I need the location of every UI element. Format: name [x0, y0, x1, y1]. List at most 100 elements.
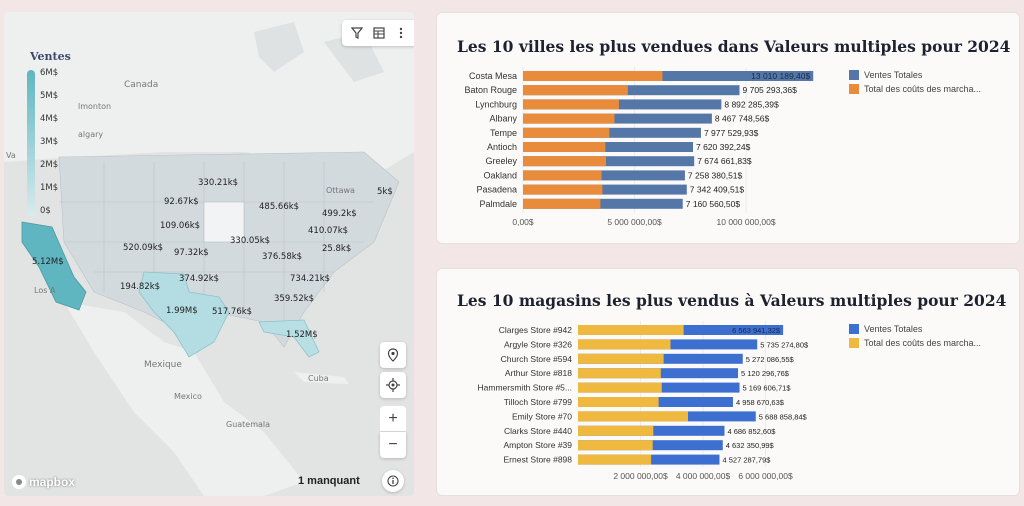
zoom-out-icon[interactable]: −: [380, 432, 406, 458]
bar-sales[interactable]: [523, 156, 695, 167]
bar-sales[interactable]: [523, 198, 683, 209]
bar-sales[interactable]: [523, 127, 701, 138]
value-label: 4 527 287,79$: [722, 456, 771, 465]
legend-label: Total des coûts des marcha...: [864, 84, 982, 94]
zoom-in-icon[interactable]: +: [380, 406, 406, 432]
x-tick-label: 10 000 000,00$: [717, 217, 776, 227]
map-canvas[interactable]: [4, 12, 414, 496]
bar-sales[interactable]: [523, 142, 693, 152]
state-value-maine: 5k$: [377, 187, 393, 197]
bar-cost[interactable]: [523, 113, 615, 124]
bar-sales[interactable]: [523, 184, 687, 195]
bar-cost[interactable]: [523, 127, 610, 138]
bar-sales[interactable]: [523, 71, 814, 81]
bar-sales[interactable]: [523, 113, 712, 124]
location-pin-icon[interactable]: [380, 342, 406, 368]
category-label: Antioch: [487, 142, 517, 152]
bar-cost[interactable]: [523, 184, 603, 195]
bar-cost[interactable]: [578, 353, 664, 364]
legend-gradient: [27, 70, 35, 216]
value-label: 5 272 086,55$: [746, 355, 795, 364]
chart-title: Les 10 villes les plus vendues dans Vale…: [457, 37, 1011, 56]
value-label: 5 169 606,71$: [743, 384, 792, 393]
mapbox-logo[interactable]: mapbox: [12, 475, 75, 489]
bar-cost[interactable]: [578, 339, 671, 350]
legend-item-costs[interactable]: Total des coûts des marcha...: [849, 338, 981, 348]
category-label: Church Store #594: [501, 354, 573, 364]
category-label: Costa Mesa: [469, 71, 517, 81]
category-label: Clarks Store #440: [504, 426, 572, 436]
value-label: 7 620 392,24$: [696, 142, 751, 152]
legend-tick: 0$: [40, 206, 51, 216]
legend-swatch: [849, 84, 859, 94]
bar-cost[interactable]: [523, 99, 619, 110]
label-cuba: Cuba: [308, 374, 329, 383]
more-vertical-icon[interactable]: [392, 24, 410, 42]
label-vancouver: Va: [6, 151, 16, 160]
bar-cost[interactable]: [523, 71, 663, 81]
info-icon[interactable]: [382, 470, 404, 492]
bar-cost[interactable]: [523, 198, 601, 209]
table-icon[interactable]: [370, 24, 388, 42]
category-label: Ernest Store #898: [503, 455, 572, 465]
category-label: Lynchburg: [475, 99, 517, 109]
x-tick-label: 4 000 000,00$: [676, 471, 731, 481]
value-label: 4 686 852,60$: [727, 427, 776, 436]
bar-cost[interactable]: [523, 142, 606, 152]
label-calgary: algary: [78, 130, 104, 139]
map-toolbar: [342, 20, 414, 46]
bar-cost[interactable]: [578, 325, 684, 335]
value-label: 7 160 560,50$: [686, 199, 741, 209]
label-edmonton: lmonton: [78, 102, 112, 111]
bar-cost[interactable]: [578, 382, 662, 393]
state-value-virginia: 25.8k$: [322, 244, 352, 254]
legend-label: Ventes Totales: [864, 70, 923, 80]
map-panel[interactable]: Canada lmonton algary Va Ottawa Los A Me…: [4, 12, 414, 496]
map-legend: Ventes 6M$ 5M$ 4M$ 3M$ 2M$ 1M$ 0$: [24, 50, 84, 230]
state-value-montana: 92.67k$: [164, 197, 199, 207]
bar-cost[interactable]: [578, 454, 652, 465]
legend-item-sales[interactable]: Ventes Totales: [849, 70, 922, 80]
chart-title: Les 10 magasins les plus vendus à Valeur…: [457, 291, 1007, 310]
value-label: 13 010 189,40$: [751, 71, 810, 81]
cities-bar-chart[interactable]: 0,00$ 5 000 000,00$ 10 000 000,00$ Costa Me…: [437, 13, 1021, 245]
state-value-louisiana: 517.76k$: [212, 307, 253, 317]
bar-cost[interactable]: [578, 368, 661, 379]
legend-item-costs[interactable]: Total des coûts des marcha...: [849, 84, 981, 94]
mapbox-label: mapbox: [29, 475, 76, 489]
locate-icon[interactable]: [380, 372, 406, 398]
category-label: Tilloch Store #799: [504, 397, 572, 407]
state-value-ohio: 410.07k$: [308, 226, 349, 236]
bar-cost[interactable]: [578, 440, 653, 451]
bar-cost[interactable]: [523, 85, 628, 96]
stores-bar-chart[interactable]: 2 000 000,00$ 4 000 000,00$ 6 000 000,00$ C…: [437, 269, 1021, 497]
category-label: Baton Rouge: [464, 85, 517, 95]
bar-sales[interactable]: [523, 85, 740, 96]
state-value-arizona: 194.82k$: [120, 282, 161, 292]
legend-title: Ventes: [30, 50, 71, 63]
state-value-utah: 97.32k$: [174, 248, 209, 258]
bar-sales[interactable]: [523, 170, 685, 181]
legend-item-sales[interactable]: Ventes Totales: [849, 324, 922, 334]
category-label: Albany: [489, 114, 517, 124]
filter-icon[interactable]: [348, 24, 366, 42]
label-guatemala: Guatemala: [226, 420, 271, 429]
bar-cost[interactable]: [578, 397, 659, 407]
stores-chart-card: Les 10 magasins les plus vendus à Valeur…: [436, 268, 1020, 496]
state-value-georgia: 359.52k$: [274, 294, 315, 304]
bar-cost[interactable]: [523, 170, 602, 181]
legend-tick: 6M$: [40, 68, 59, 78]
bar-cost[interactable]: [578, 425, 654, 436]
state-value-colorado: 330.05k$: [230, 236, 271, 246]
category-label: Arthur Store #818: [505, 368, 572, 378]
state-value-california: 5.12M$: [32, 257, 64, 267]
value-label: 9 705 293,36$: [743, 85, 798, 95]
state-value-wisconsin: 485.66k$: [259, 202, 300, 212]
bar-cost[interactable]: [523, 156, 606, 167]
legend-swatch: [849, 324, 859, 334]
state-value-michigan: 499.2k$: [322, 209, 357, 219]
category-label: Argyle Store #326: [504, 339, 572, 349]
bar-cost[interactable]: [578, 411, 688, 422]
bar-sales[interactable]: [523, 99, 722, 110]
label-los-angeles: Los A: [34, 286, 56, 295]
